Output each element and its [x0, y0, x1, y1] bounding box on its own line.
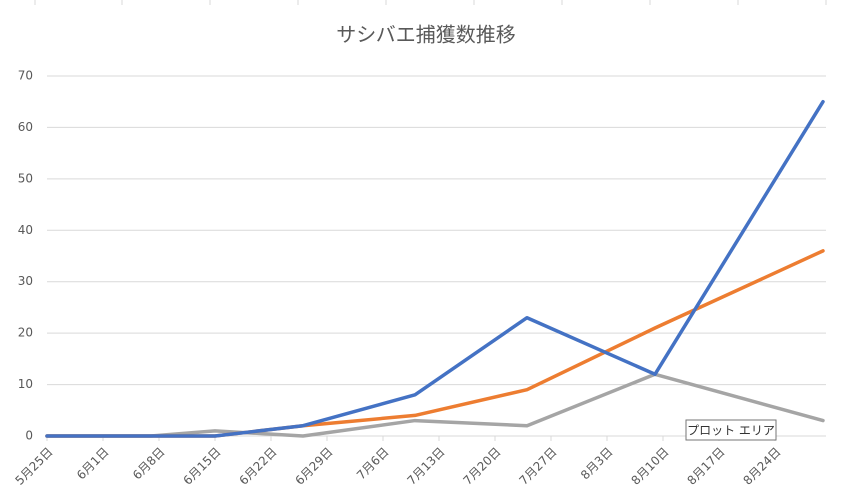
chart-title: サシバエ捕獲数推移: [336, 23, 515, 47]
sheet-borders: [34, 0, 827, 5]
y-tick-label: 0: [25, 429, 33, 443]
tooltip-box: [685, 419, 777, 441]
tooltip-text: プロット エリア: [687, 424, 775, 438]
y-tick-label: 60: [18, 120, 33, 134]
y-tick-label: 50: [18, 171, 33, 185]
y-tick-label: 70: [18, 69, 33, 83]
y-tick-label: 40: [18, 223, 33, 237]
series-line: [45, 99, 825, 438]
y-tick-label: 30: [18, 274, 33, 288]
tooltip: プロット エリア: [685, 419, 777, 441]
y-tick-label: 20: [18, 326, 33, 340]
y-tick-label: 10: [18, 377, 33, 391]
